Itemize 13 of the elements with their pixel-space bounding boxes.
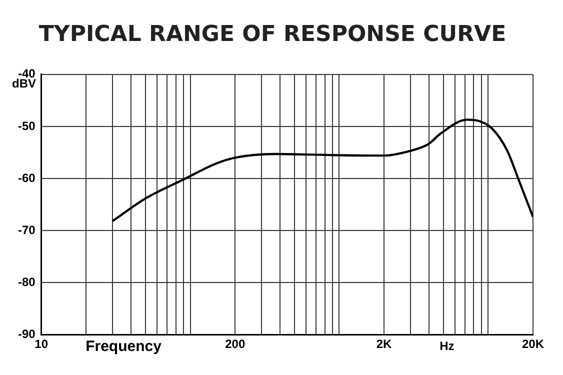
x-axis-title: Frequency [86, 338, 162, 356]
text: Hz [440, 338, 454, 353]
y-tick-label: -50 [18, 118, 36, 133]
x-tick-label: 20K [522, 337, 544, 352]
x-tick-label: 200 [225, 337, 246, 352]
y-tick-label: -60 [18, 170, 36, 185]
y-tick-label: -80 [18, 274, 36, 289]
chart-title: TYPICAL RANGE OF RESPONSE CURVE [38, 22, 506, 47]
y-tick-label: -90 [18, 326, 36, 341]
x-tick-label: 10 [34, 337, 48, 352]
y-tick-label: -70 [18, 222, 36, 237]
y-axis-title: dBV [12, 76, 36, 91]
x-tick-label: 2K [376, 337, 392, 352]
